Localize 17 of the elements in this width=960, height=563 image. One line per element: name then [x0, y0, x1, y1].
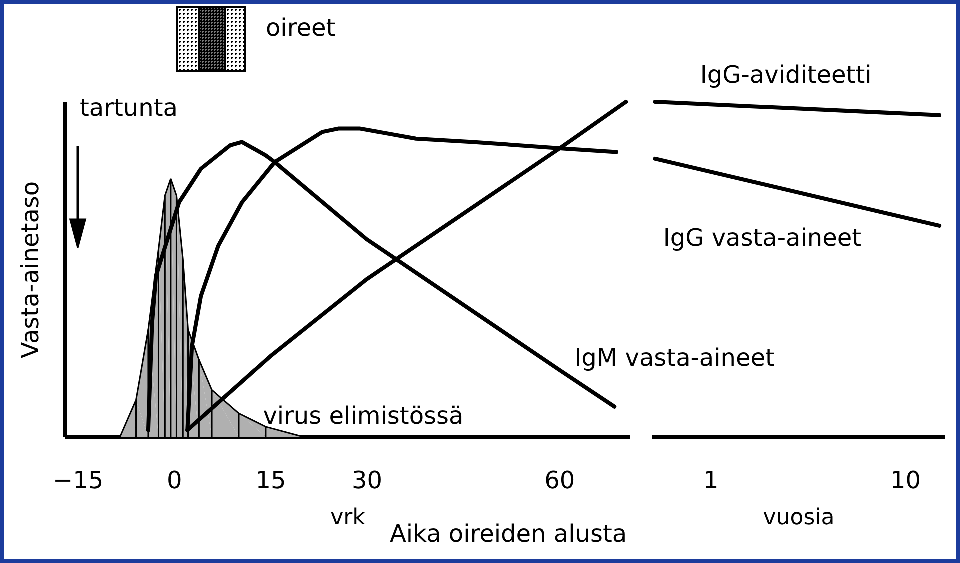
x-axis-title: vrk	[330, 506, 366, 530]
series-label: IgG-aviditeetti	[700, 61, 872, 89]
x-tick-label: 15	[256, 466, 286, 494]
x-tick-label: −15	[53, 466, 104, 494]
x-tick-label: 60	[544, 466, 576, 494]
x-axis-title: vuosia	[763, 506, 835, 530]
series-label: IgM vasta-aineet	[574, 344, 775, 372]
y-axis-title: Vasta-ainetaso	[16, 181, 44, 359]
text: Aika oireiden alusta	[390, 520, 628, 548]
annotation: tartunta	[80, 94, 178, 122]
x-tick-label: 1	[703, 466, 719, 494]
text: oireet	[266, 14, 336, 42]
x-tick-label: 10	[890, 466, 922, 494]
series-label: virus elimistössä	[263, 402, 464, 430]
x-tick-label: 0	[167, 466, 182, 494]
x-tick-label: 30	[352, 466, 383, 494]
series-label: IgG vasta-aineet	[663, 224, 862, 252]
